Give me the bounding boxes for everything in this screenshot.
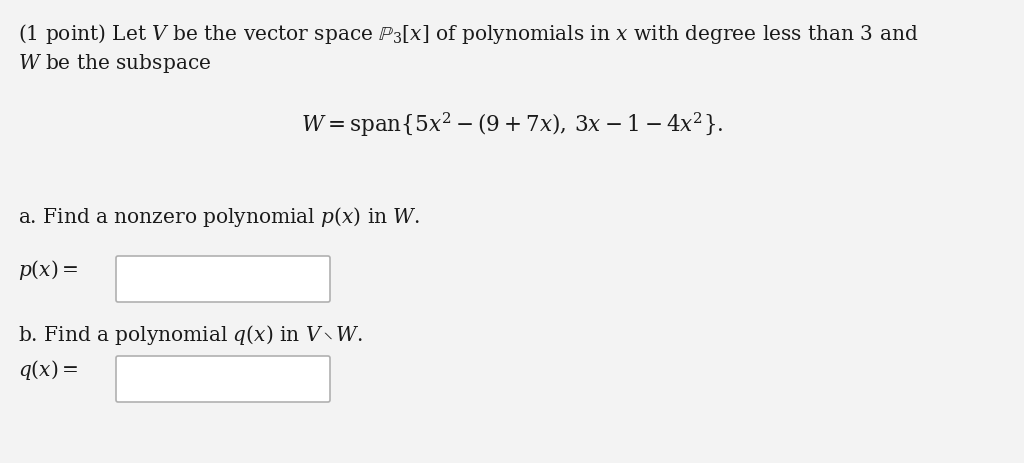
Text: $q(x) =$: $q(x) =$ [18, 358, 79, 382]
Text: $W = \mathrm{span}\{5x^2 - (9 + 7x),\, 3x - 1 - 4x^2\}.$: $W = \mathrm{span}\{5x^2 - (9 + 7x),\, 3… [301, 110, 723, 138]
Text: $p(x) =$: $p(x) =$ [18, 258, 79, 282]
Text: $W$ be the subspace: $W$ be the subspace [18, 52, 211, 75]
Text: b. Find a polynomial $q(x)$ in $V \setminus W$.: b. Find a polynomial $q(x)$ in $V \setmi… [18, 323, 364, 347]
Text: a. Find a nonzero polynomial $p(x)$ in $W$.: a. Find a nonzero polynomial $p(x)$ in $… [18, 205, 420, 229]
FancyBboxPatch shape [116, 356, 330, 402]
FancyBboxPatch shape [116, 256, 330, 302]
Text: (1 point) Let $V$ be the vector space $\mathbb{P}_3[x]$ of polynomials in $x$ wi: (1 point) Let $V$ be the vector space $\… [18, 22, 919, 46]
